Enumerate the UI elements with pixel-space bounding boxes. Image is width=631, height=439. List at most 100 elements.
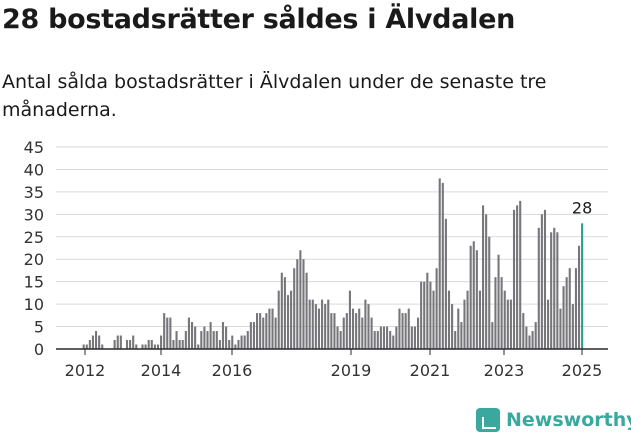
bar [550,232,553,349]
highlight-value-label: 28 [572,198,592,217]
bar [237,340,240,349]
bar [379,326,382,349]
bar [249,322,252,349]
bar [534,322,537,349]
bar [392,335,395,349]
bar [382,326,386,349]
bar [395,326,398,349]
bar [215,331,218,349]
bar [528,335,531,349]
bar [175,331,178,349]
bar-highlight [581,223,584,349]
y-axis-labels: 0 5 10 15 20 25 30 35 40 45 [24,138,44,359]
bar [451,304,454,349]
bar [333,313,336,349]
bar [119,335,122,349]
bar [299,250,302,349]
bar [376,331,379,349]
bar [438,178,441,349]
bar [410,326,413,349]
bar [113,340,116,349]
bar [265,313,268,349]
brand-name: Newsworthy [506,409,631,431]
bar [367,304,370,349]
bar [488,236,491,349]
bar [218,340,221,349]
bar [200,331,203,349]
bar [386,326,389,349]
bar [358,308,361,349]
bar [342,317,345,349]
bar [243,335,246,349]
bar [355,313,358,349]
bar [475,250,478,349]
bar [101,344,104,349]
bar [95,331,98,349]
bar [413,326,416,349]
bar [531,331,534,349]
bar [485,214,488,349]
y-tick-label: 30 [24,205,44,224]
y-tick-label: 20 [24,250,44,269]
bar [296,259,299,349]
bar [537,227,540,349]
bar [246,331,249,349]
bar [293,268,296,349]
bar [166,317,169,349]
bar [302,259,305,349]
x-tick-label: 2019 [331,361,372,380]
chart-subtitle: Antal sålda bostadsrätter i Älvdalen und… [2,71,547,121]
bar [82,344,85,349]
y-tick-label: 40 [24,160,44,179]
bar [98,335,101,349]
bar [181,340,184,349]
chart-title: 28 bostadsrätter såldes i Älvdalen [2,4,516,35]
bar [373,331,376,349]
bars [82,178,584,349]
bar [494,277,497,349]
bar [197,344,200,349]
bar [178,340,181,349]
bar [262,317,265,349]
brand-logo: Newsworthy [476,408,631,432]
bar [435,268,438,349]
bar [361,317,364,349]
bar [125,340,129,349]
bar [156,344,160,349]
bar [190,322,194,349]
bar [389,331,392,349]
bar [160,335,163,349]
bar [339,331,342,349]
bar [277,290,280,349]
bar [463,299,466,349]
bar [169,317,172,349]
bar [351,308,355,349]
bar [407,308,410,349]
bar [345,313,348,349]
bar [268,308,271,349]
bar [519,200,522,349]
bar [290,290,293,349]
bar [280,272,283,349]
bar [116,335,119,349]
bar [441,182,444,349]
bar [129,340,132,349]
bar [327,299,330,349]
bar [547,299,550,349]
bar [540,214,543,349]
bar [543,209,547,349]
bar [447,290,451,349]
bar [305,272,308,349]
bar [497,254,500,349]
x-tick-label: 2012 [65,361,106,380]
bar [283,277,286,349]
x-axis-labels: 2012 2014 2016 2019 2021 2023 2025 [65,349,602,380]
bar [324,304,327,349]
bar [562,286,565,349]
bar [256,313,259,349]
bar [444,218,447,349]
bar [556,232,559,349]
bar [469,245,472,349]
bar [522,313,525,349]
bar [457,308,460,349]
